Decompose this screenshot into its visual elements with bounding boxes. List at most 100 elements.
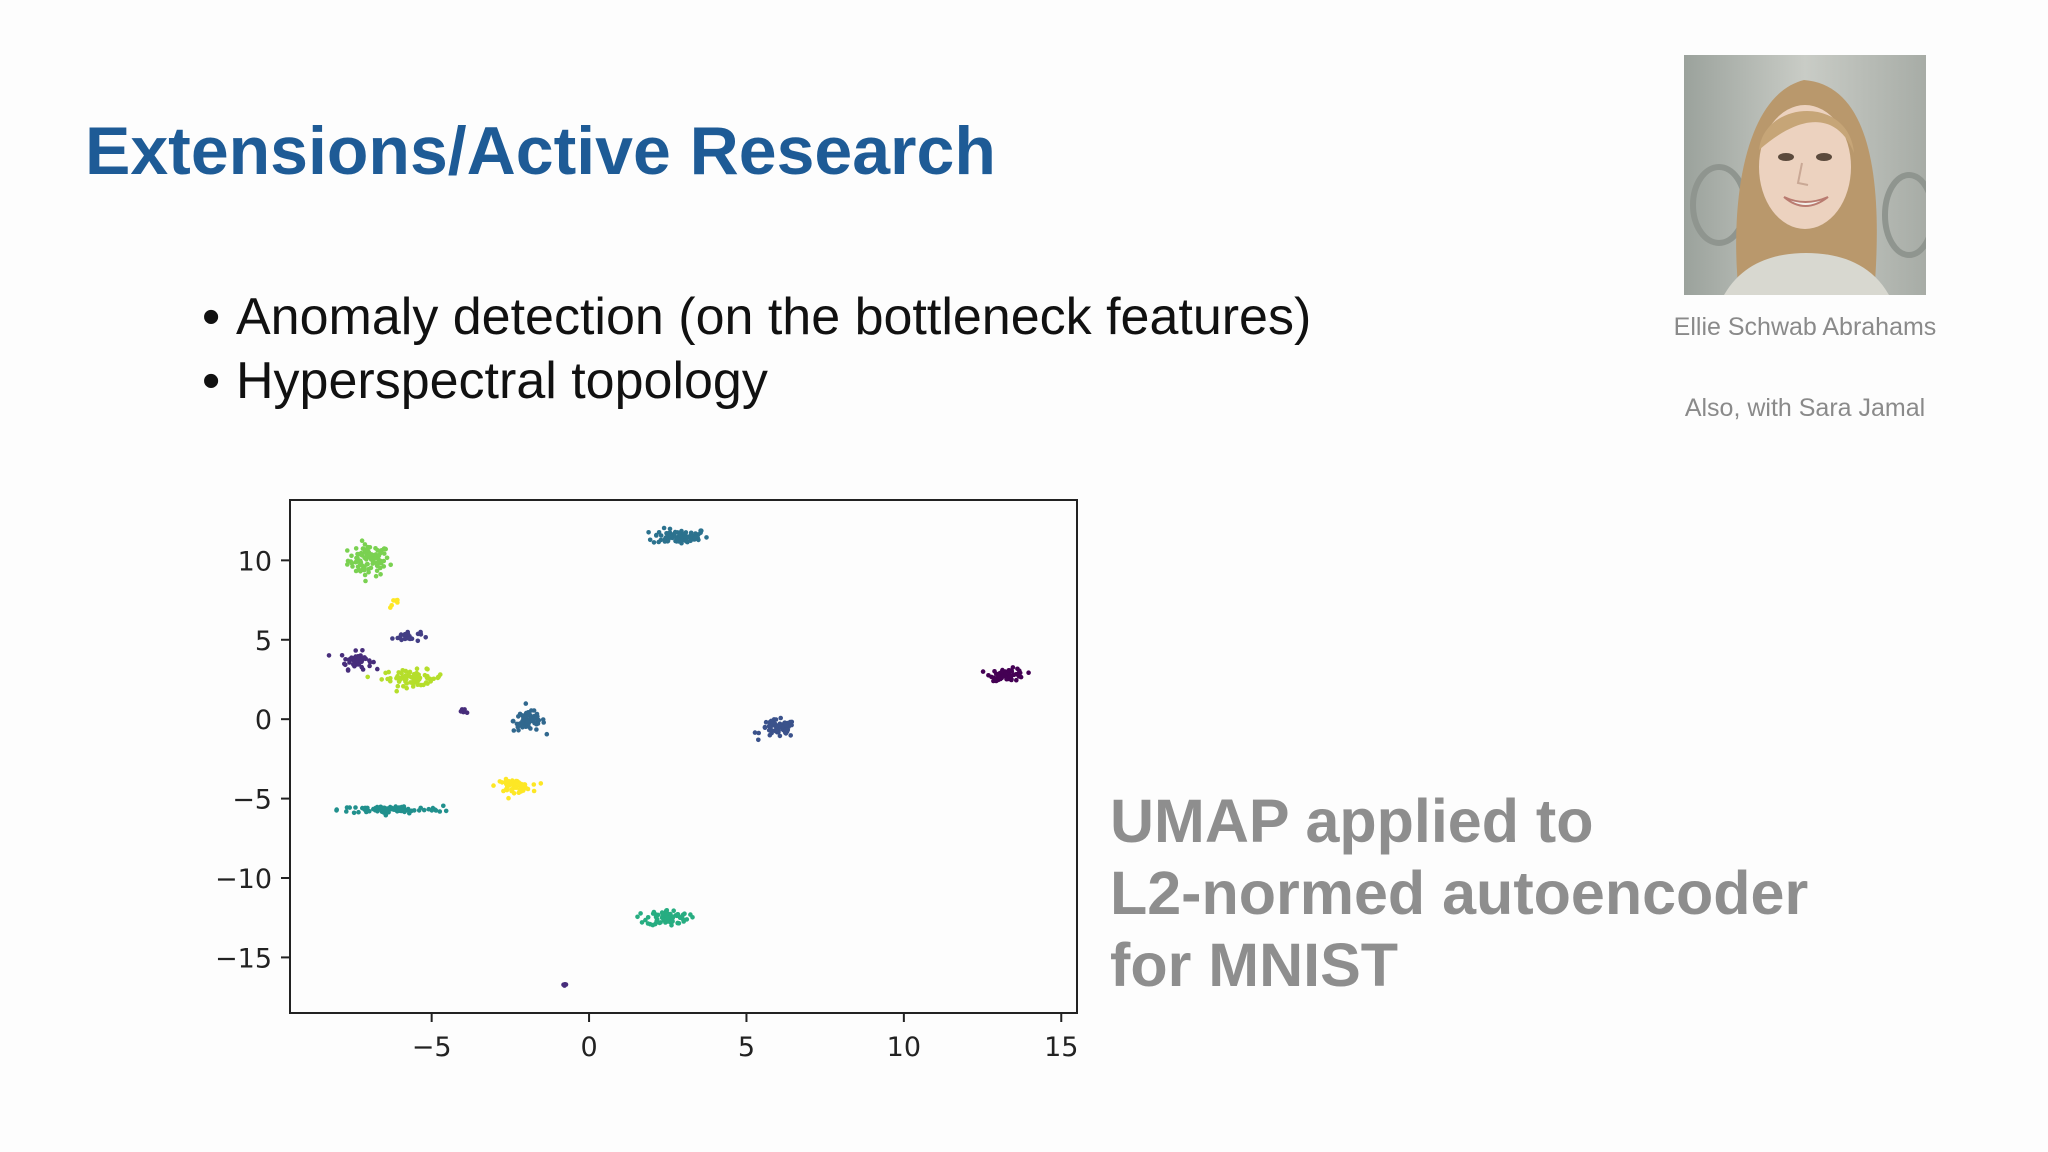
scatter-point [675, 536, 681, 542]
scatter-point [394, 688, 400, 694]
y-tick-label: 5 [255, 626, 272, 657]
scatter-point [365, 561, 370, 567]
presenter-name: Ellie Schwab Abrahams [1673, 313, 1937, 341]
scatter-point [464, 710, 470, 715]
scatter-point [375, 666, 380, 672]
scatter-point [645, 915, 651, 920]
scatter-point [339, 653, 345, 658]
scatter-point [756, 737, 761, 743]
scatter-point [773, 728, 779, 734]
scatter-point [534, 721, 540, 727]
scatter-point [773, 724, 779, 729]
scatter-point [334, 808, 339, 813]
scatter-point [348, 559, 354, 564]
scatter-point [353, 648, 359, 653]
scatter-point [414, 670, 420, 676]
scatter-point [342, 661, 347, 667]
scatter-point [383, 812, 389, 818]
scatter-point [770, 721, 775, 726]
scatter-point [513, 785, 519, 790]
scatter-point [645, 921, 651, 926]
bullet-text: Anomaly detection (on the bottleneck fea… [236, 288, 1312, 346]
scatter-point [670, 919, 675, 924]
scatter-point [647, 537, 653, 543]
scatter-point [662, 539, 668, 544]
scatter-cluster [365, 666, 443, 694]
caption-line: L2-normed autoencoder [1110, 859, 1809, 927]
presenter-photo [1684, 55, 1926, 295]
scatter-point [993, 676, 998, 682]
scatter-point [349, 553, 354, 559]
y-axis: 10 5 0 −5 −10 −15 [215, 546, 290, 974]
scatter-point [346, 657, 352, 662]
scatter-point [362, 542, 368, 547]
scatter-point [992, 669, 997, 674]
y-tick-label: −10 [215, 864, 272, 895]
scatter-point [635, 914, 640, 920]
scatter-point [343, 657, 348, 662]
scatter-point [371, 659, 376, 665]
scatter-point [354, 559, 360, 564]
scatter-point [365, 553, 370, 558]
scatter-point [443, 808, 449, 814]
scatter-point [511, 728, 517, 733]
scatter-point [345, 668, 351, 673]
scatter-point [995, 673, 1001, 679]
scatter-point [1026, 670, 1031, 675]
scatter-point [643, 917, 648, 923]
scatter-point [414, 666, 420, 671]
x-tick-label: 0 [580, 1032, 597, 1063]
scatter-point [531, 788, 537, 794]
presenter-panel: Ellie Schwab Abrahams Also, with Sara Ja… [1645, 55, 1965, 423]
y-tick-label: 0 [255, 705, 272, 736]
scatter-point [1008, 673, 1014, 679]
y-tick-label: −5 [232, 785, 272, 816]
scatter-point [684, 539, 690, 545]
scatter-point [411, 677, 417, 683]
scatter-point [752, 730, 758, 735]
scatter-point [363, 578, 368, 584]
scatter-point [1016, 674, 1022, 679]
scatter-point [429, 808, 435, 813]
scatter-point [354, 555, 359, 561]
bullet-dot: • [202, 288, 221, 346]
scatter-point [403, 673, 408, 678]
x-tick-label: 10 [887, 1032, 921, 1063]
scatter-point [390, 636, 395, 641]
scatter-point [664, 911, 669, 916]
scatter-point [365, 805, 370, 811]
scatter-point [397, 805, 403, 811]
scatter-point [402, 636, 408, 642]
scatter-point [378, 805, 383, 810]
scatter-cluster [326, 648, 380, 673]
chart-caption: UMAP applied to L2-normed autoencoder fo… [1110, 785, 1808, 1001]
scatter-point [421, 807, 427, 813]
scatter-point [523, 785, 529, 791]
scatter-point [639, 920, 645, 925]
scatter-point [999, 670, 1004, 675]
scatter-point [509, 782, 514, 787]
scatter-point [517, 721, 523, 726]
scatter-point [562, 982, 568, 987]
scatter-point [356, 809, 361, 815]
scatter-cluster [635, 908, 695, 928]
scatter-point [534, 727, 539, 732]
scatter-point [693, 535, 698, 541]
scatter-point [404, 685, 410, 691]
scatter-point [651, 540, 657, 545]
slide-title: Extensions/Active Research [85, 113, 996, 189]
scatter-point [538, 781, 544, 786]
scatter-point [375, 809, 380, 814]
scatter-point [762, 724, 768, 730]
scatter-point [394, 809, 400, 814]
scatter-point [544, 731, 550, 737]
scatter-point [785, 727, 791, 733]
scatter-point [658, 537, 664, 543]
scatter-point [351, 662, 356, 667]
scatter-point [437, 809, 443, 814]
scatter-point [401, 684, 406, 689]
scatter-point [680, 916, 686, 922]
scatter-point [665, 532, 670, 538]
scatter-point [684, 917, 690, 922]
scatter-point [379, 677, 385, 682]
